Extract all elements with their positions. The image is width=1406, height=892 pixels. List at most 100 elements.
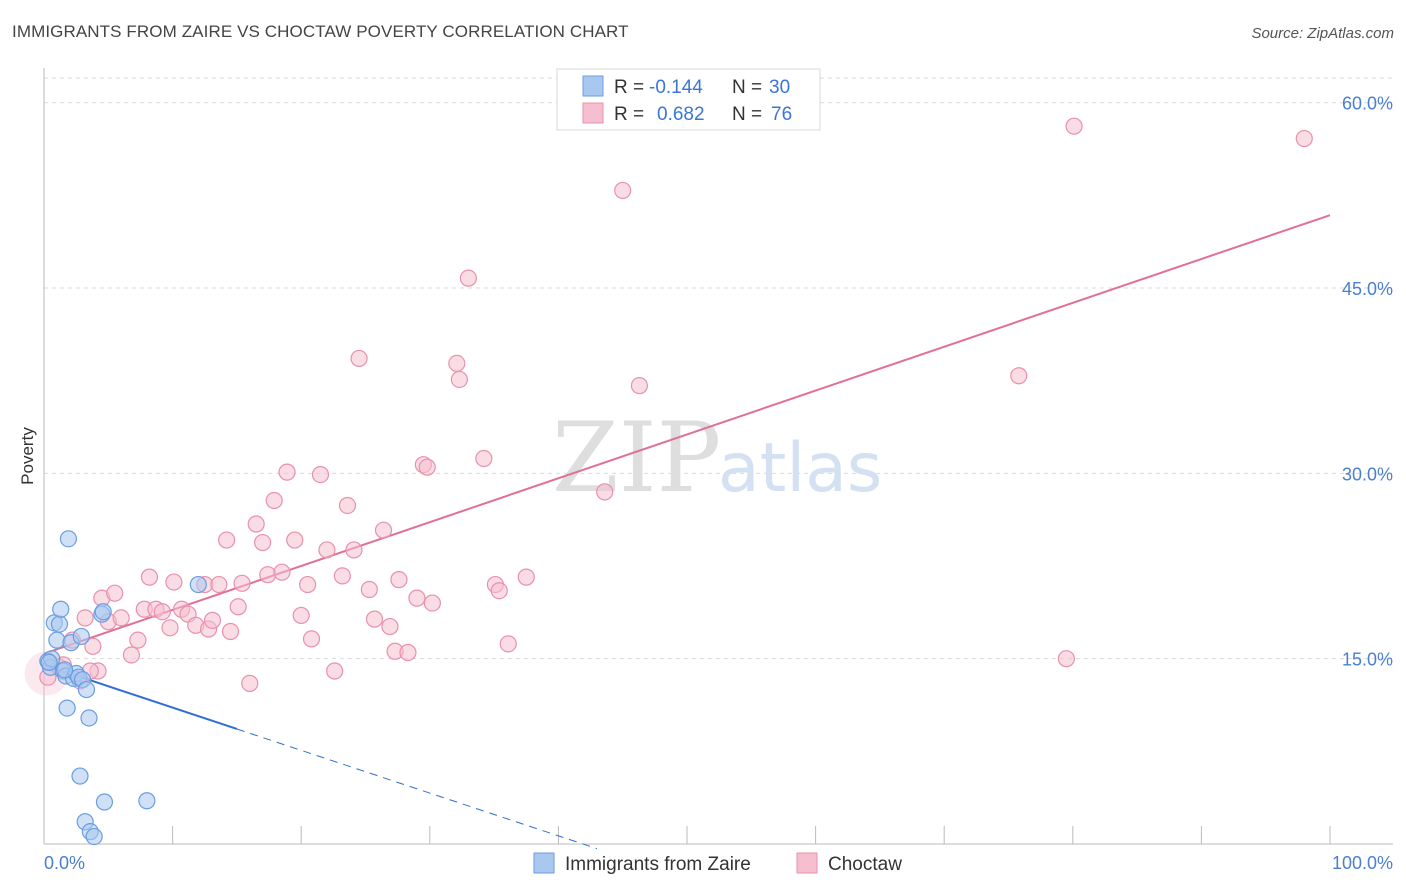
point-choctaw-28 [221,622,240,641]
point-choctaw-5 [76,609,94,627]
chart-title: IMMIGRANTS FROM ZAIRE VS CHOCTAW POVERTY… [12,22,629,41]
point-zaire-4 [48,631,66,649]
legend-r-label-choctaw: R = [614,104,644,125]
point-choctaw-44 [326,662,344,680]
trend-line-zaire-extension [236,728,598,850]
point-choctaw-61 [450,370,468,389]
point-choctaw-40 [299,575,317,594]
point-choctaw-58 [418,458,436,476]
point-choctaw-33 [254,533,272,552]
legend-swatch-choctaw [582,102,604,124]
trend-lines [43,214,1331,850]
source-label: Source: ZipAtlas.com [1251,25,1394,42]
point-zaire-29 [55,661,74,679]
point-choctaw-35 [265,491,283,510]
y-tick-label-1: 30.0% [1342,464,1393,484]
point-choctaw-49 [360,580,378,599]
correlation-legend: R = -0.144 N = 30 R = 0.682 N = 76 [556,68,821,131]
point-zaire-25 [95,793,114,811]
point-choctaw-68 [596,483,614,501]
point-zaire-9 [58,699,76,717]
point-choctaw-29 [229,598,247,616]
point-choctaw-26 [210,575,228,594]
watermark: ZIP atlas [552,402,882,514]
point-choctaw-41 [302,630,321,648]
y-tick-label-0: 15.0% [1342,650,1393,670]
point-choctaw-70 [630,377,649,395]
point-choctaw-42 [311,465,330,484]
point-choctaw-25 [203,611,222,629]
legend-n-value-choctaw: 76 [771,104,792,125]
point-choctaw-52 [381,617,399,636]
legend-n-value-zaire: 30 [769,77,790,98]
point-choctaw-51 [374,521,393,539]
point-choctaw-34 [259,566,277,584]
point-choctaw-31 [241,674,259,692]
point-zaire-22 [85,827,103,846]
point-choctaw-59 [423,594,441,612]
point-choctaw-27 [218,531,236,549]
point-choctaw-74 [1295,129,1313,148]
point-choctaw-60 [448,354,466,372]
point-choctaw-67 [517,568,535,586]
series-legend-label-zaire: Immigrants from Zaire [565,854,751,875]
point-choctaw-71 [1010,367,1028,385]
legend-r-value-zaire: -0.144 [649,77,703,98]
y-tick-label-2: 45.0% [1342,279,1393,299]
point-choctaw-6 [84,637,102,655]
point-choctaw-10 [106,584,124,602]
point-choctaw-45 [333,567,351,585]
point-choctaw-72 [1057,650,1075,668]
point-choctaw-54 [390,571,408,589]
point-choctaw-63 [475,449,493,468]
point-zaire-20 [80,709,98,727]
trend-line-choctaw [43,214,1331,655]
point-zaire-26 [138,792,156,810]
legend-n-label-zaire: N = [732,77,762,98]
legend-r-label-zaire: R = [614,77,644,98]
watermark-atlas: atlas [718,429,882,508]
point-choctaw-69 [614,181,632,200]
point-zaire-5 [50,615,69,633]
y-tick-labels: 15.0% 30.0% 45.0% 60.0% [1342,94,1393,670]
point-choctaw-66 [499,635,517,653]
point-choctaw-17 [153,603,171,621]
point-zaire-19 [77,680,96,699]
gridlines [44,77,1393,660]
point-choctaw-65 [490,582,508,600]
point-zaire-10 [59,530,78,548]
y-axis-title: Poverty [18,427,37,485]
point-choctaw-50 [365,610,384,628]
point-choctaw-46 [338,496,357,515]
point-zaire-27 [189,575,207,594]
legend-n-label-choctaw: N = [732,104,762,125]
x-tick-label-left: 0.0% [44,853,85,873]
watermark-zip: ZIP [552,402,721,514]
point-zaire-16 [72,627,90,646]
x-tick-label-right: 100.0% [1332,853,1393,873]
series-legend-swatch-zaire [533,852,555,874]
point-choctaw-13 [129,631,147,649]
point-choctaw-43 [318,541,336,559]
axes [43,68,1393,845]
point-zaire-24 [94,603,112,621]
point-choctaw-62 [459,269,477,287]
point-zaire-6 [52,600,70,618]
point-choctaw-11 [112,609,130,627]
legend-swatch-zaire [582,75,604,97]
point-choctaw-15 [140,568,159,586]
point-choctaw-47 [345,541,363,559]
data-points [24,117,1313,846]
point-zaire-28 [40,653,58,671]
point-choctaw-19 [165,573,183,591]
series-legend: Immigrants from Zaire Choctaw [533,852,902,875]
legend-r-value-choctaw: 0.682 [657,104,705,125]
point-choctaw-39 [292,606,310,625]
point-choctaw-37 [278,463,296,481]
point-choctaw-12 [122,646,141,664]
point-choctaw-56 [408,589,426,607]
point-choctaw-18 [161,619,179,637]
point-choctaw-36 [273,563,291,581]
point-choctaw-73 [1065,117,1083,135]
